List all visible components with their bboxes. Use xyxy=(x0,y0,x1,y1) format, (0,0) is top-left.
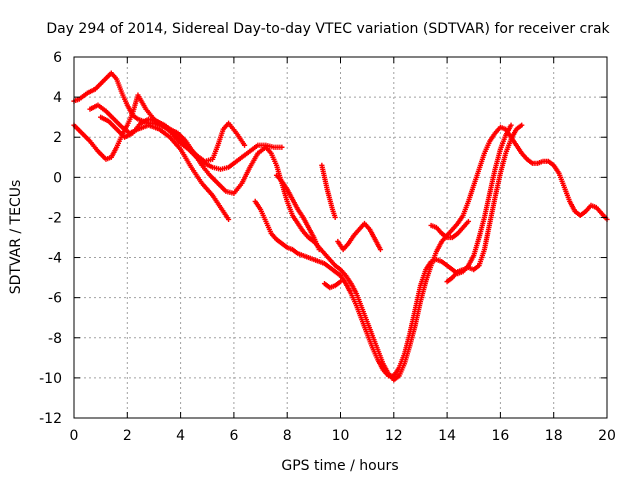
x-tick-label: 10 xyxy=(332,428,350,444)
x-tick-label: 16 xyxy=(491,428,509,444)
ticks-layer: 0 2 4 6 8 10 12 14 16 18 20 -12 -10 -8 -6 -4 -2 0 2 4 6 xyxy=(39,50,616,444)
data-point xyxy=(377,246,384,253)
data-point xyxy=(465,218,472,225)
y-tick-label: -4 xyxy=(48,251,62,267)
x-tick-label: 2 xyxy=(123,428,132,444)
data-point xyxy=(508,122,514,128)
y-tick-label: 4 xyxy=(53,90,62,106)
x-tick-label: 6 xyxy=(229,428,238,444)
data-point xyxy=(225,216,232,223)
x-tick-label: 18 xyxy=(545,428,563,444)
data-point xyxy=(337,279,344,285)
y-tick-label: 2 xyxy=(53,130,62,146)
y-tick-label: -12 xyxy=(39,411,62,427)
data-point xyxy=(241,142,248,148)
data-point xyxy=(519,122,525,128)
y-tick-label: -8 xyxy=(48,331,62,347)
chart-title: Day 294 of 2014, Sidereal Day-to-day VTE… xyxy=(46,21,610,37)
data-point xyxy=(332,214,338,221)
x-tick-label: 0 xyxy=(70,428,79,444)
y-tick-label: 0 xyxy=(53,170,62,186)
x-tick-label: 20 xyxy=(598,428,616,444)
y-axis-label: SDTVAR / TECUs xyxy=(8,180,24,295)
x-tick-label: 4 xyxy=(176,428,185,444)
data-points-layer xyxy=(71,70,610,383)
y-tick-label: -2 xyxy=(48,210,62,226)
data-point xyxy=(316,246,322,253)
x-tick-label: 14 xyxy=(438,428,456,444)
data-point xyxy=(279,144,285,150)
y-tick-label: 6 xyxy=(53,50,62,66)
grid-layer xyxy=(74,57,607,418)
x-tick-label: 8 xyxy=(283,428,292,444)
y-tick-label: -6 xyxy=(48,291,62,307)
y-tick-label: -10 xyxy=(39,371,62,387)
x-axis-label: GPS time / hours xyxy=(281,458,398,474)
x-tick-label: 12 xyxy=(385,428,403,444)
